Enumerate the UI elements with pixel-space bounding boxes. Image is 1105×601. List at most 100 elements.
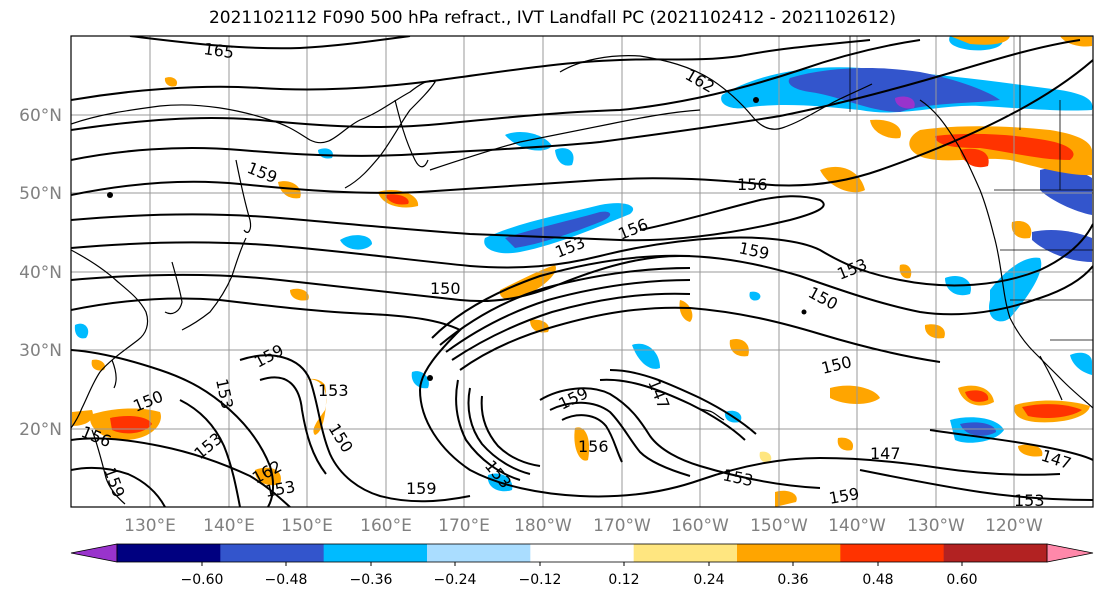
contour-label: 153: [318, 381, 349, 400]
colorbar-tick-label: −0.48: [265, 572, 308, 588]
coastline-us-west: [993, 235, 1093, 409]
positive-anomaly-patch: [950, 36, 1010, 45]
negative-anomaly-patch: [555, 148, 574, 166]
contour-line: [71, 195, 825, 242]
map-frame: [70, 35, 1094, 508]
colorbar-segment: [943, 544, 1048, 562]
negative-anomaly-patch: [340, 235, 372, 250]
contour-label: 156: [737, 175, 768, 194]
positive-anomaly-patch: [72, 410, 93, 426]
positive-anomaly-patch: [1018, 444, 1043, 457]
longitude-label: 140°E: [203, 516, 255, 536]
longitude-label: 150°W: [750, 516, 808, 536]
negative-anomaly-patch: [74, 323, 89, 339]
coastline-japan: [181, 237, 247, 331]
negative-anomaly-patch: [1070, 352, 1092, 375]
colorbar-tick-labels: −0.60 −0.48 −0.36 −0.24 −0.12 0.12 0.24 …: [181, 572, 978, 588]
coastline-aleutians: [429, 109, 701, 171]
contour-line: [431, 254, 691, 339]
positive-anomaly-patch: [729, 338, 749, 357]
positive-anomaly-patch: [1022, 404, 1082, 418]
positive-anomaly-patch: [385, 194, 409, 205]
colorbar-outline: [116, 543, 1048, 563]
latitude-label: 20°N: [19, 420, 62, 440]
latitude-label: 40°N: [19, 263, 62, 283]
longitude-label: 170°W: [593, 516, 651, 536]
contour-line: [439, 267, 691, 346]
contour-line: [455, 379, 521, 481]
contour-line: [71, 349, 275, 507]
longitude-label: 130°W: [907, 516, 965, 536]
coastline-sakhalin: [235, 159, 252, 233]
coastline-philippines: [91, 429, 126, 505]
positive-anomaly-patch: [935, 133, 1074, 160]
height-contours: [71, 36, 1093, 507]
positive-anomaly-patch: [91, 359, 106, 371]
coastline-china: [71, 249, 149, 429]
colorbar-segment: [220, 544, 325, 562]
contour-line: [929, 429, 1093, 461]
latitude-labels: 60°N 50°N 40°N 30°N 20°N: [19, 106, 62, 440]
latitude-label: 50°N: [19, 184, 62, 204]
negative-anomaly-patch: [749, 291, 761, 301]
longitude-labels: 130°E 140°E 150°E 160°E 170°E 180°W 170°…: [124, 516, 1043, 536]
contour-line: [71, 39, 871, 101]
colorbar-tick-label: −0.36: [350, 572, 393, 588]
positive-anomaly-patch: [164, 77, 178, 87]
contour-line: [71, 437, 291, 507]
contour-line: [480, 395, 541, 467]
negative-anomaly-patch: [788, 68, 1000, 112]
positive-anomaly-patch: [775, 490, 797, 507]
coastline-kamchatka: [394, 99, 429, 168]
contour-line: [71, 297, 1061, 498]
contour-line: [467, 387, 531, 475]
lat-lon-gridlines: [71, 36, 1093, 507]
contour-line: [451, 292, 691, 361]
colorbar-segment: [427, 544, 531, 562]
colorbar-segment: [737, 544, 841, 562]
positive-anomaly-patch: [499, 265, 556, 300]
contour-label: 150: [430, 279, 461, 298]
contour-line: [549, 401, 691, 477]
latitude-label: 30°N: [19, 341, 62, 361]
longitude-label: 160°W: [671, 516, 729, 536]
colorbar-tick-label: −0.60: [181, 572, 224, 588]
contour-label: 156: [578, 437, 609, 456]
contour-line: [561, 414, 623, 463]
contour-line: [445, 279, 691, 353]
colorbar-tick-label: −0.12: [519, 572, 562, 588]
colorbar-segments: [117, 544, 1048, 562]
positive-anomaly-patch: [899, 264, 912, 279]
political-boundaries: [849, 36, 1093, 341]
negative-anomaly-patch: [505, 211, 611, 248]
contour-line: [859, 469, 1093, 501]
colorbar-tick-label: 0.48: [862, 572, 893, 588]
latitude-label: 60°N: [19, 106, 62, 126]
negative-anomaly-patch: [1040, 167, 1092, 215]
coastline-taiwan: [111, 359, 117, 389]
colorbar-extend-right: [1046, 543, 1094, 563]
contour-line: [71, 223, 1093, 287]
positive-anomaly-patch: [254, 467, 281, 486]
positive-anomaly-patch: [290, 288, 309, 301]
contour-line: [71, 466, 166, 507]
negative-anomaly-patch: [895, 96, 915, 109]
contour-label: 153: [1014, 491, 1045, 510]
positive-anomaly-patch: [679, 300, 693, 322]
positive-anomaly-patch: [278, 181, 301, 199]
map-title: 2021102112 F090 500 hPa refract., IVT La…: [208, 8, 896, 28]
colorbar-extend-left: [70, 543, 118, 563]
colorbar-segment: [840, 544, 945, 562]
coastline-bc: [919, 99, 995, 237]
longitude-label: 130°E: [124, 516, 176, 536]
colorbar-segment: [530, 544, 635, 562]
coastline-alaska: [559, 55, 873, 130]
positive-anomaly-patch: [830, 385, 880, 404]
colorbar-segment: [323, 544, 428, 562]
colorbar-segment: [117, 544, 221, 562]
positive-anomaly-patch: [965, 390, 989, 402]
contour-line: [609, 369, 757, 435]
contour-line: [239, 354, 471, 503]
contour-label: 159: [406, 479, 437, 498]
